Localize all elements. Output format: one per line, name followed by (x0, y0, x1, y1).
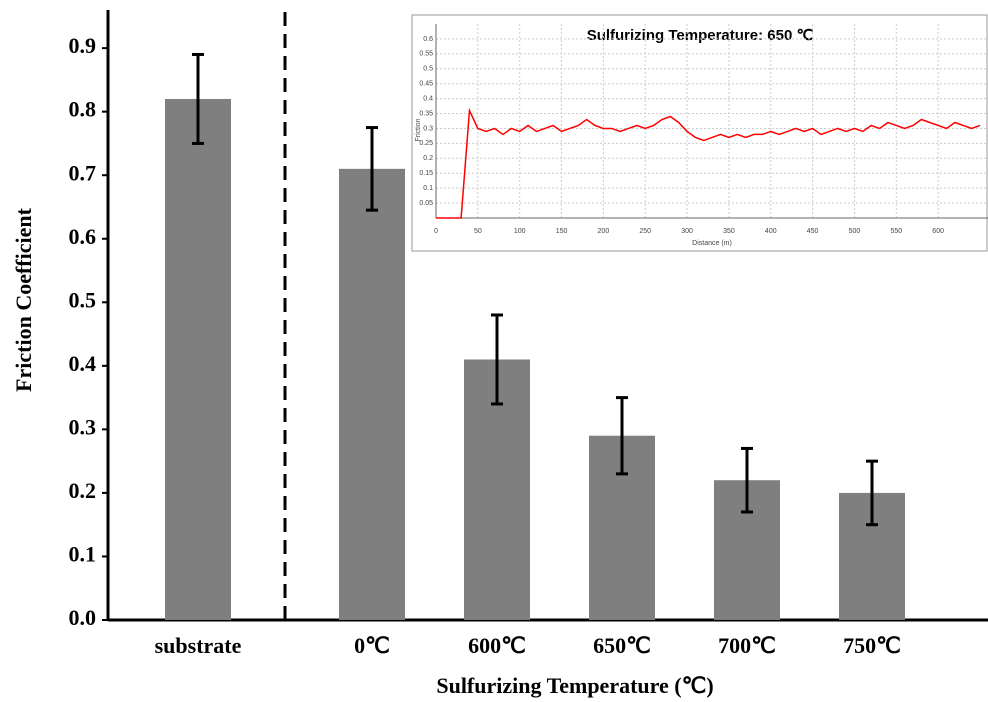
inset-y-tick-label: 0.25 (419, 140, 433, 147)
inset-y-tick-label: 0.35 (419, 110, 433, 117)
inset-y-tick-label: 0.05 (419, 200, 433, 207)
inset-title: Sulfurizing Temperature: 650 ℃ (587, 27, 814, 44)
inset-x-tick-label: 50 (474, 228, 482, 235)
inset-x-tick-label: 200 (598, 228, 610, 235)
x-tick-label: 600℃ (468, 633, 526, 658)
y-tick-label: 0.2 (69, 478, 97, 503)
x-tick-label: 700℃ (718, 633, 776, 658)
y-tick-label: 0.8 (69, 97, 97, 122)
inset-x-tick-label: 400 (765, 228, 777, 235)
x-tick-label: 750℃ (843, 633, 901, 658)
inset-y-tick-label: 0.3 (423, 125, 433, 132)
y-tick-label: 0.6 (69, 224, 97, 249)
inset-y-tick-label: 0.6 (423, 36, 433, 43)
inset-x-tick-label: 550 (890, 228, 902, 235)
inset-x-tick-label: 100 (514, 228, 526, 235)
inset-x-tick-label: 350 (723, 228, 735, 235)
inset-y-tick-label: 0.1 (423, 185, 433, 192)
inset-line (436, 107, 981, 219)
bar (339, 168, 405, 620)
inset-x-label: Distance (m) (692, 240, 732, 247)
y-tick-label: 0.1 (69, 542, 97, 567)
inset-y-tick-label: 0.5 (423, 66, 433, 73)
inset-y-tick-label: 0.15 (419, 170, 433, 177)
inset-frame (411, 14, 988, 252)
x-axis-label: Sulfurizing Temperature (℃) (436, 673, 713, 698)
inset-y-tick-label: 0.2 (423, 155, 433, 162)
y-tick-label: 0.0 (69, 605, 97, 630)
inset-x-tick-label: 300 (681, 228, 693, 235)
inset-x-tick-label: 450 (807, 228, 819, 235)
inset-x-tick-label: 500 (849, 228, 861, 235)
x-tick-label: 650℃ (593, 633, 651, 658)
inset-x-tick-label: 150 (556, 228, 568, 235)
inset-y-tick-label: 0.4 (423, 95, 433, 102)
x-tick-label: substrate (155, 633, 242, 658)
y-tick-label: 0.4 (69, 351, 97, 376)
inset-y-tick-label: 0.55 (419, 51, 433, 58)
inset-x-tick-label: 600 (932, 228, 944, 235)
y-axis-label: Friction Coefficient (11, 207, 36, 392)
y-tick-label: 0.3 (69, 414, 97, 439)
y-tick-label: 0.5 (69, 287, 97, 312)
inset-y-label: Friction (415, 118, 422, 141)
y-tick-label: 0.9 (69, 33, 97, 58)
bar (165, 98, 231, 621)
inset-y-tick-label: 0.45 (419, 81, 433, 88)
inset-x-tick-label: 250 (639, 228, 651, 235)
inset-x-tick-label: 0 (434, 228, 438, 235)
y-tick-label: 0.7 (69, 160, 97, 185)
x-tick-label: 0℃ (354, 633, 390, 658)
